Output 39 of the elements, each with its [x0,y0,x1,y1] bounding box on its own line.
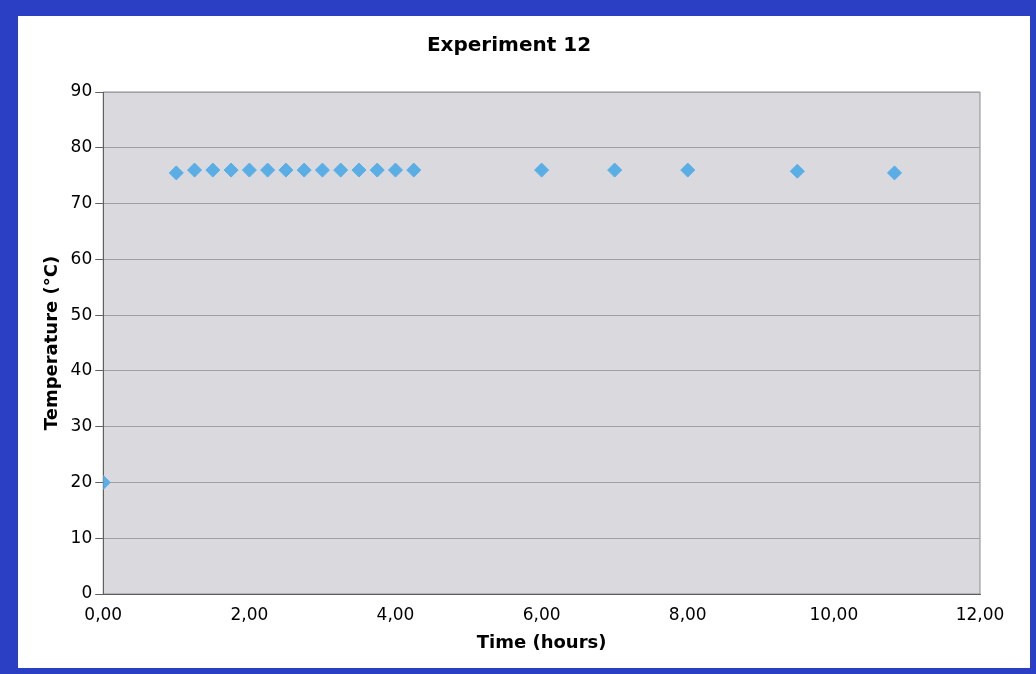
y-tick-label: 50 [70,303,93,324]
point [387,162,403,178]
point [887,165,903,181]
x-tick-label: 2,00 [230,603,269,624]
x-axis-title: Time (hours) [476,630,607,652]
y-tick-label: 80 [70,136,93,157]
point [187,162,203,178]
x-tick-label: 12,00 [955,603,1005,624]
point [534,162,550,178]
point [260,162,276,178]
y-tick-label: 60 [70,247,93,268]
y-tick-label: 20 [70,470,93,491]
point [278,162,294,178]
x-tick-label: 6,00 [522,603,561,624]
point [406,162,422,178]
point [680,162,696,178]
point [333,162,349,178]
y-tick-label: 10 [70,526,93,547]
y-tick-label: 40 [70,359,93,380]
y-tick-label: 90 [70,80,93,101]
point [789,163,805,179]
point [351,162,367,178]
x-tick-label: 10,00 [809,603,859,624]
x-tick-label: 8,00 [668,603,707,624]
point [607,162,623,178]
y-tick-label: 0 [81,582,93,603]
x-tick-label: 4,00 [376,603,415,624]
chart-title: Experiment 12 [426,32,592,57]
x-tick-label: 0,00 [84,603,123,624]
point [205,162,221,178]
y-tick-label: 30 [70,415,93,436]
point [314,162,330,178]
point [223,162,239,178]
y-axis-title: Temperature (°C) [40,255,62,431]
point [369,162,385,178]
point [296,162,312,178]
point [241,162,257,178]
point [168,165,184,181]
y-tick-label: 70 [70,191,93,212]
